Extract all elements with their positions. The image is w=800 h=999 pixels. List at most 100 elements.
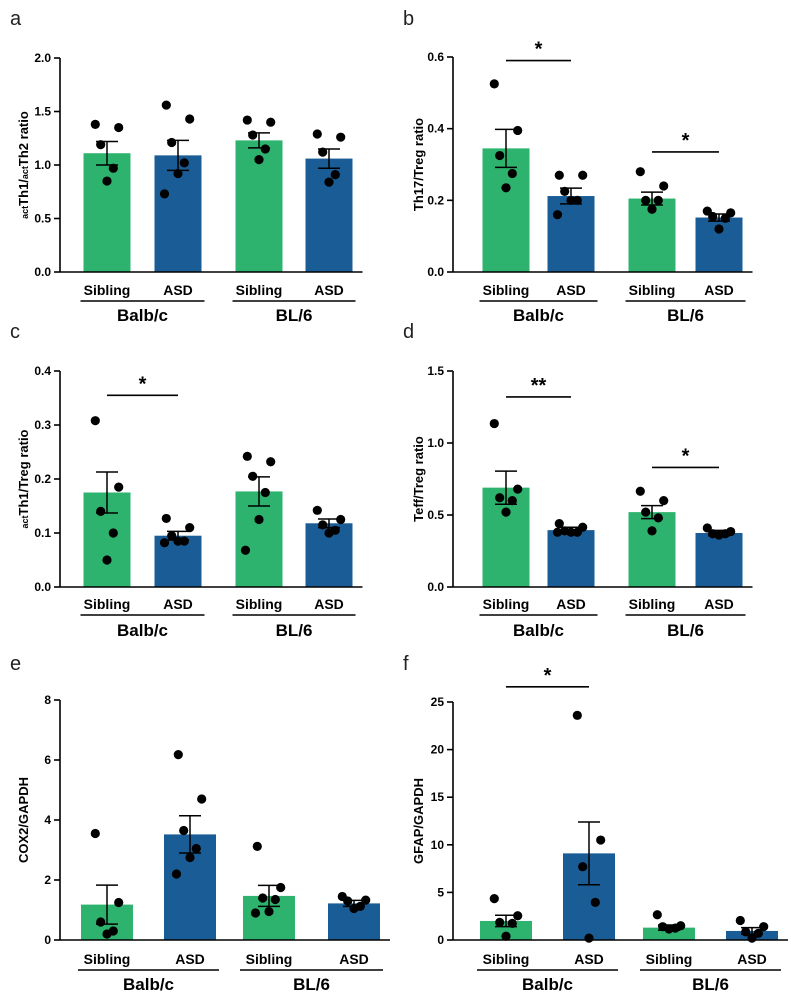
x-category-label: ASD	[163, 596, 193, 612]
ylabel-text: COX2/GAPDH	[16, 777, 31, 863]
data-point	[560, 186, 570, 196]
x-category-label: Sibling	[483, 951, 530, 967]
data-point	[495, 150, 505, 161]
y-axis-label: Th17/Treg ratio	[411, 118, 426, 211]
data-point	[554, 519, 564, 529]
panel-letter: c	[10, 321, 20, 343]
data-point	[330, 170, 340, 180]
data-point	[179, 536, 189, 546]
significance-star: *	[682, 130, 690, 152]
data-point	[312, 129, 322, 139]
data-point	[747, 933, 757, 943]
data-point	[702, 523, 712, 533]
data-point	[159, 189, 170, 199]
data-point	[197, 794, 207, 804]
ylabel-subscript: act	[20, 515, 30, 528]
group-label: BL/6	[667, 306, 704, 325]
y-tick-label: 0.6	[427, 50, 444, 64]
bar-sibling	[235, 491, 283, 587]
data-point	[240, 545, 251, 555]
panel-d: d 0.0 0.5 1.0 1.5 Teff/Treg ratio Sibling ASD Si…	[403, 321, 753, 640]
group-label: BL/6	[276, 306, 313, 325]
ylabel-text: Teff/Treg ratio	[411, 436, 426, 522]
data-point	[167, 137, 177, 148]
data-point	[161, 100, 171, 110]
data-point	[312, 505, 322, 515]
data-point	[653, 195, 663, 205]
group-label: Balb/c	[117, 306, 168, 325]
data-point	[258, 893, 268, 903]
y-tick-label: 0.0	[427, 265, 444, 279]
x-category-label: ASD	[314, 282, 344, 298]
data-point	[361, 895, 371, 905]
data-point	[501, 931, 511, 941]
data-point	[191, 843, 201, 854]
y-tick-label: 2.0	[34, 51, 51, 65]
data-point	[489, 79, 499, 89]
data-point	[318, 520, 328, 530]
data-point	[266, 117, 276, 127]
data-point	[185, 523, 195, 533]
data-point	[185, 852, 195, 863]
data-point	[708, 211, 718, 222]
data-point	[108, 163, 118, 173]
data-point	[336, 514, 346, 525]
data-point	[167, 531, 177, 541]
bar-sibling	[482, 148, 530, 272]
data-point	[714, 224, 724, 234]
x-category-label: Sibling	[236, 596, 283, 612]
significance-star: *	[682, 445, 690, 467]
data-point	[507, 496, 517, 506]
y-tick-label: 0	[44, 933, 51, 947]
y-tick-label: 0.4	[427, 122, 444, 136]
data-point	[596, 835, 606, 845]
group-label: Balb/c	[513, 621, 564, 640]
y-tick-label: 1.0	[34, 158, 51, 172]
data-point	[114, 897, 124, 908]
data-point	[248, 471, 258, 481]
data-point	[96, 506, 106, 516]
data-point	[641, 507, 651, 517]
x-category-label: ASD	[574, 951, 604, 967]
x-category-label: Sibling	[629, 596, 676, 612]
data-point	[664, 924, 674, 934]
data-point	[254, 514, 264, 525]
x-category-label: Sibling	[236, 282, 283, 298]
data-point	[513, 911, 523, 921]
y-tick-label: 0.0	[34, 580, 51, 594]
panel-letter: a	[10, 8, 22, 30]
x-category-label: Sibling	[629, 282, 676, 298]
x-category-label: ASD	[704, 282, 734, 298]
y-tick-label: 1.5	[34, 105, 51, 119]
group-label: Balb/c	[513, 306, 564, 325]
y-tick-label: 20	[431, 743, 445, 757]
data-point	[343, 896, 353, 906]
data-point	[501, 183, 511, 193]
ylabel-text: Th2 ratio	[16, 111, 31, 166]
data-point	[270, 894, 280, 905]
y-tick-label: 0.0	[34, 265, 51, 279]
data-point	[641, 195, 651, 205]
data-point	[572, 527, 582, 537]
data-point	[647, 204, 657, 214]
group-label: BL/6	[692, 975, 729, 994]
x-category-label: ASD	[737, 951, 767, 967]
data-point	[161, 513, 171, 524]
significance-star: **	[531, 375, 547, 397]
y-tick-label: 1.0	[427, 436, 444, 450]
x-category-label: ASD	[163, 282, 193, 298]
data-point	[318, 147, 328, 157]
x-category-label: Sibling	[483, 596, 530, 612]
x-category-label: ASD	[314, 596, 344, 612]
significance-star: *	[139, 373, 147, 395]
data-point	[266, 457, 276, 467]
ylabel-text: Th1/	[16, 179, 31, 206]
data-point	[96, 917, 106, 927]
data-point	[513, 484, 523, 494]
group-label: Balb/c	[123, 975, 174, 994]
data-point	[114, 482, 124, 492]
data-point	[264, 906, 274, 917]
